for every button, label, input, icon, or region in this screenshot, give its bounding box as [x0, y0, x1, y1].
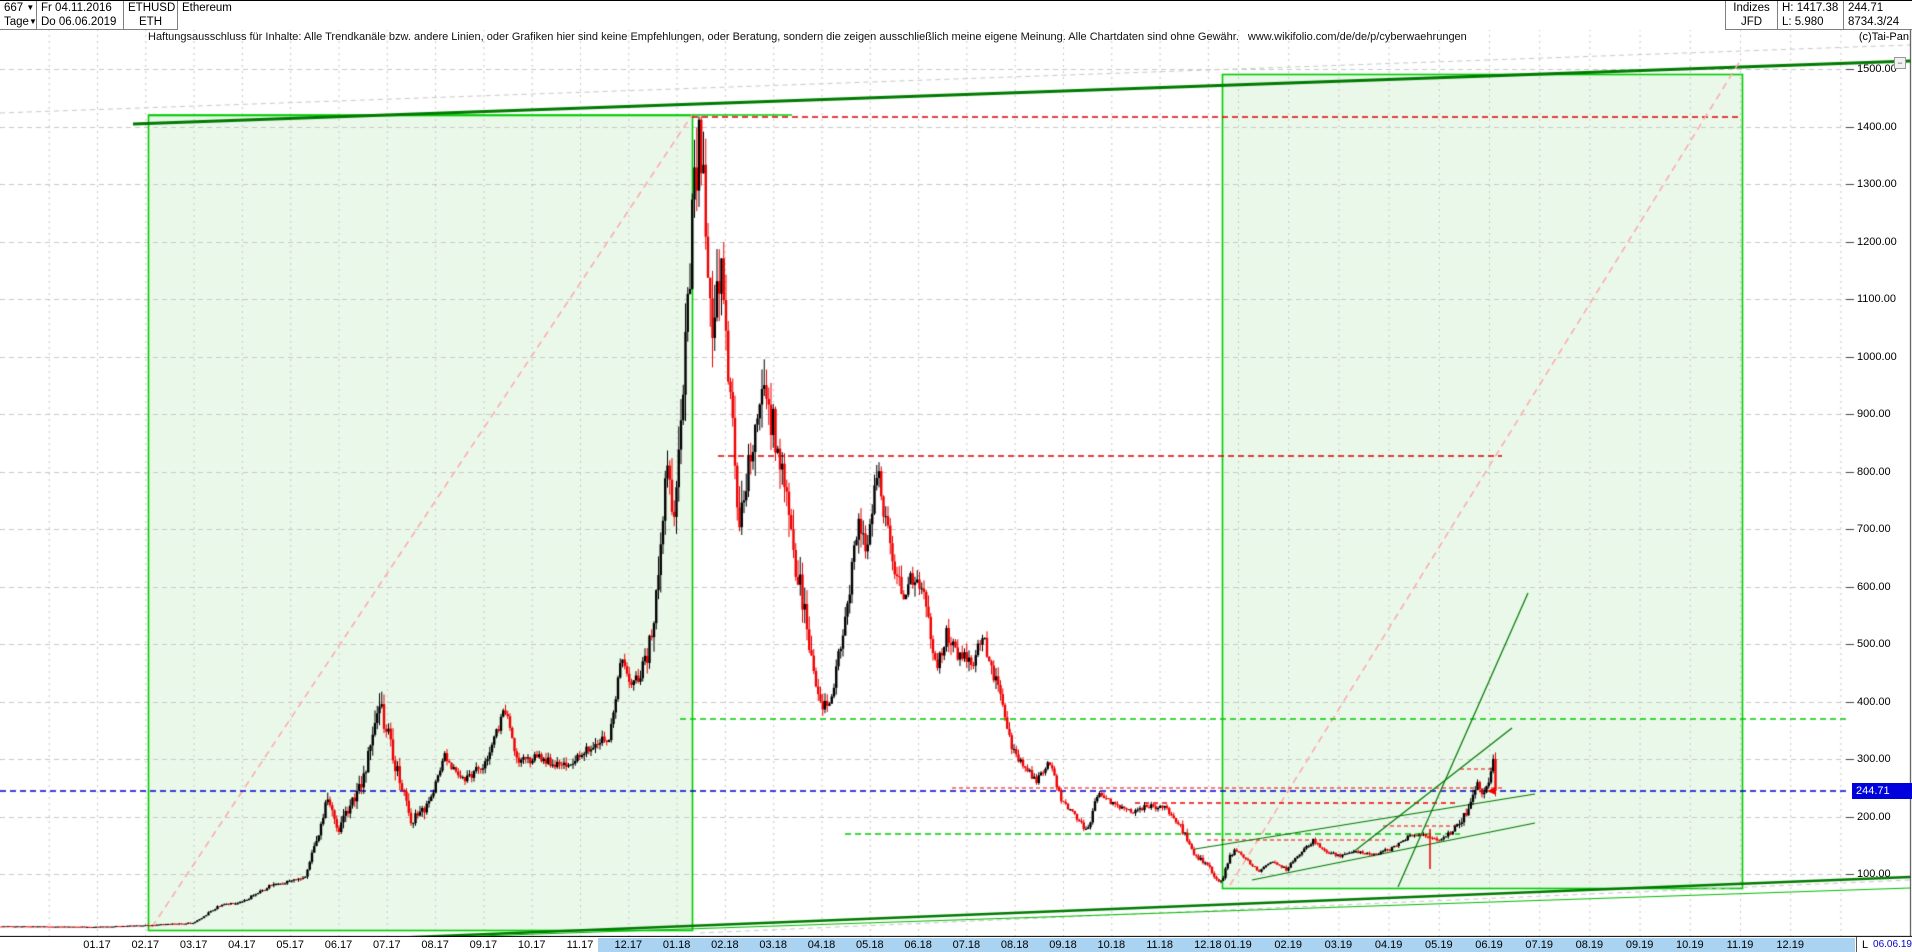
time-axis-label: 09.17	[469, 939, 498, 951]
time-axis-label: 05.19	[1425, 939, 1453, 951]
toolbar-last-price: 244.71	[1844, 1, 1912, 16]
disclaimer-text: Haftungsausschluss für Inhalte: Alle Tre…	[148, 31, 1467, 43]
price-axis-label: 400.00	[1857, 695, 1891, 708]
time-axis-label: 04.17	[228, 939, 256, 951]
time-axis: 01.17 02.17 03.17 04.17 05.17 06.17 07.17 08.17…	[0, 937, 1912, 952]
symbol-label: ETHUSD	[124, 1, 178, 16]
time-axis-label: 02.17	[131, 939, 160, 951]
time-axis-highlight[interactable]	[598, 938, 1855, 952]
time-axis-label: 06.19	[1475, 939, 1503, 951]
instrument-name: Ethereum	[178, 1, 298, 16]
collapse-icon[interactable]: −	[1894, 57, 1906, 69]
time-axis-label: 07.18	[952, 939, 981, 951]
price-axis-label: 1200.00	[1857, 235, 1897, 248]
time-axis-label: 06.17	[324, 939, 353, 951]
time-axis-label: 07.17	[373, 939, 401, 951]
copyright-label: (c)Tai-Pan	[1858, 31, 1909, 43]
time-axis-label: 05.17	[276, 939, 304, 951]
price-axis-label: 1300.00	[1857, 178, 1897, 190]
time-axis-label: 03.19	[1324, 939, 1353, 951]
provider-label: Indizes	[1725, 1, 1778, 16]
price-axis-label: 1400.00	[1857, 120, 1897, 133]
time-axis-label: 03.18	[759, 939, 787, 951]
date-to-field[interactable]: Do 06.06.2019	[37, 15, 124, 30]
price-axis-label: 700.00	[1857, 523, 1891, 535]
time-axis-label: 04.19	[1374, 939, 1403, 951]
time-axis-label: 11.17	[566, 939, 594, 951]
chevron-down-icon: ▼	[26, 3, 35, 12]
time-axis-label: 04.18	[807, 939, 836, 951]
low-marker-cell: L	[1856, 937, 1874, 952]
time-axis-label: 10.17	[517, 939, 546, 951]
time-axis-label: 12.18	[1194, 939, 1222, 951]
period-high-label: H: 1417.38	[1778, 1, 1844, 16]
date-from-field[interactable]: Fr 04.11.2016	[37, 1, 124, 16]
time-axis-label: 06.18	[904, 939, 932, 951]
price-axis-label: 900.00	[1857, 408, 1891, 420]
time-axis-label: 11.19	[1726, 939, 1754, 951]
time-axis-label: 02.19	[1274, 939, 1302, 951]
time-axis-label: 03.17	[179, 939, 208, 951]
price-axis-label: 100.00	[1857, 868, 1891, 880]
toolbar: 667 ▼ Tage▼ Fr 04.11.2016 Do 06.06.2019 …	[0, 1, 1912, 30]
wikifolio-url: www.wikifolio.com/de/de/p/cyberwaehrunge…	[1247, 31, 1467, 43]
price-axis-label: 1000.00	[1857, 350, 1897, 363]
time-axis-label: 05.18	[856, 939, 884, 951]
price-axis-label: 600.00	[1857, 580, 1891, 593]
time-axis-label: 08.18	[1000, 939, 1029, 951]
time-axis-label: 01.19	[1224, 939, 1252, 951]
last-price-tag: 244.71	[1852, 782, 1912, 799]
time-axis-label: 12.19	[1776, 939, 1804, 951]
provider-label-2: JFD	[1725, 15, 1778, 30]
time-axis-label: 08.17	[421, 939, 449, 951]
time-axis-label: 10.19	[1676, 939, 1704, 951]
price-axis-label: 800.00	[1857, 465, 1891, 478]
time-axis-label: 10.18	[1097, 939, 1126, 951]
time-axis-label: 02.18	[711, 939, 739, 951]
chevron-down-icon: ▼	[28, 17, 37, 26]
symbol-short-label: ETH	[124, 15, 178, 30]
price-axis-label: 500.00	[1857, 638, 1891, 650]
price-axis-label: 200.00	[1857, 810, 1891, 823]
period-dropdown[interactable]: Tage▼	[0, 15, 37, 30]
time-axis-label: 01.18	[662, 939, 691, 951]
price-axis-label: 1500.00	[1857, 63, 1897, 75]
period-low-label: L: 5.980	[1778, 15, 1844, 30]
time-axis-label: 08.19	[1575, 939, 1604, 951]
time-axis-label: 12.17	[614, 939, 643, 951]
time-axis-label: 07.19	[1525, 939, 1553, 951]
time-axis-label: 11.18	[1146, 939, 1173, 951]
toolbar-volume-info: 8734.3/24	[1844, 15, 1912, 30]
price-axis-label: 1100.00	[1857, 293, 1896, 305]
time-axis-label: 09.19	[1625, 939, 1654, 951]
price-axis-label: 300.00	[1857, 753, 1891, 765]
bars-count-dropdown[interactable]: 667 ▼	[0, 1, 37, 16]
cursor-date: 06.06.19	[1873, 937, 1912, 952]
time-axis-label: 09.18	[1049, 939, 1077, 951]
time-axis-label: 01.17	[83, 939, 111, 951]
